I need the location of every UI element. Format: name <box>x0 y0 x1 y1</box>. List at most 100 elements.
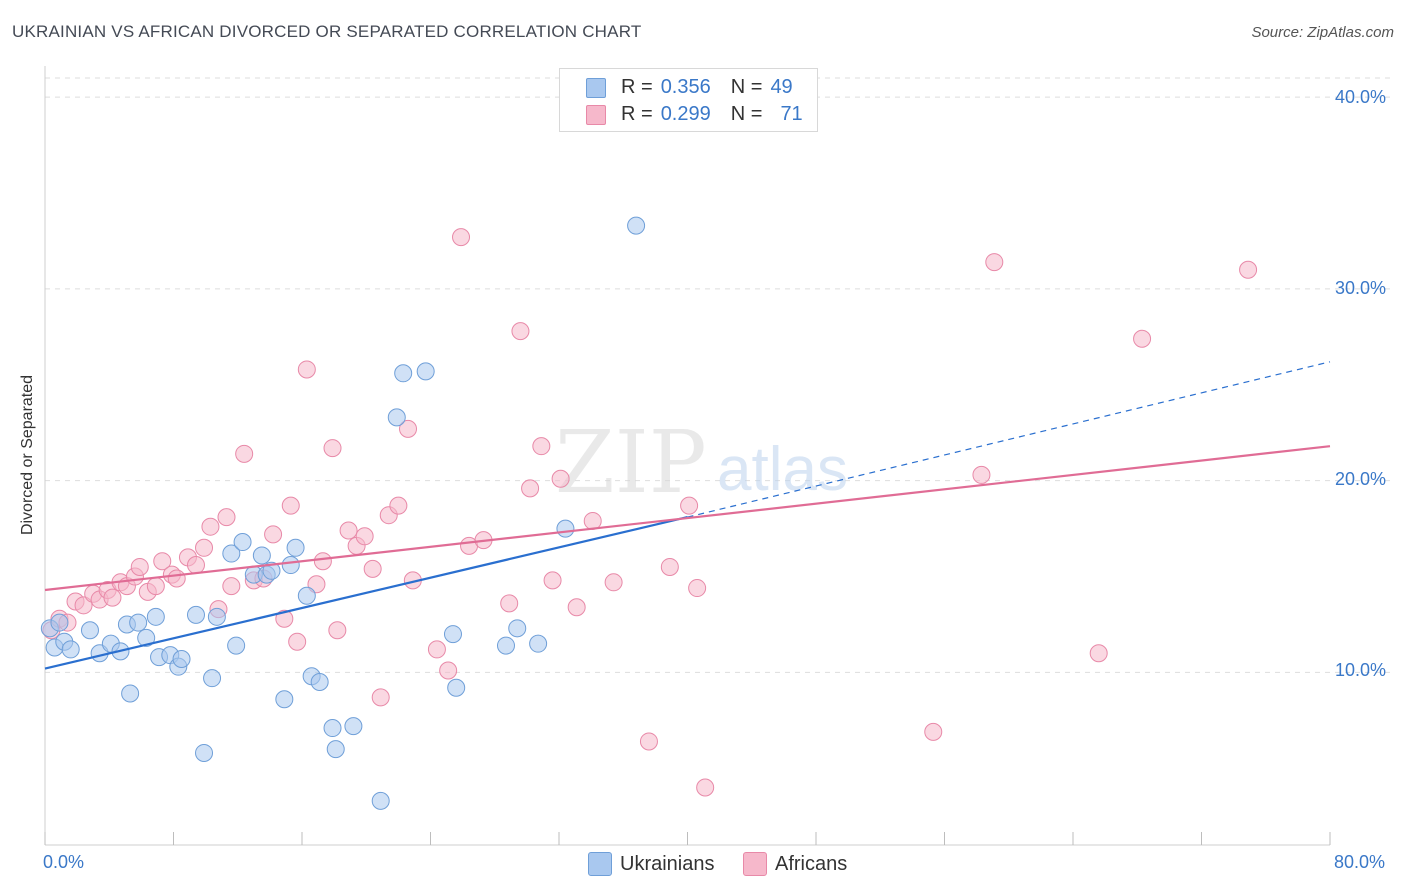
africans-point <box>146 577 165 596</box>
source-label: Source: ZipAtlas.com <box>1251 24 1394 41</box>
africans-point <box>688 579 707 598</box>
correlation-legend: R = 0.356 N = 49 R = 0.299 N = 71 <box>559 68 818 132</box>
ukrainians-r-value: 0.356 <box>660 75 711 98</box>
africans-point <box>235 444 254 463</box>
ukrainians-point <box>50 613 69 632</box>
africans-legend-swatch <box>743 852 767 876</box>
ukrainians-point <box>222 544 241 563</box>
ukrainians-point <box>281 556 300 575</box>
ukrainians-legend-swatch <box>588 852 612 876</box>
ukrainians-point <box>286 538 305 557</box>
x-tick-min: 0.0% <box>43 852 85 872</box>
ukrainians-point <box>496 636 515 655</box>
y-tick-20: 20.0% <box>1335 469 1387 489</box>
ukrainians-point <box>227 636 246 655</box>
ukrainians-point <box>80 621 99 640</box>
africans-point <box>323 439 342 458</box>
africans-swatch <box>586 105 606 125</box>
ukrainians-n-label: N = <box>730 75 763 98</box>
ukrainians-trend-line <box>44 516 688 670</box>
africans-point <box>217 508 236 527</box>
ukrainians-point <box>297 586 316 605</box>
africans-point <box>972 465 991 484</box>
ukrainians-point <box>387 408 406 427</box>
africans-point <box>500 594 519 613</box>
ukrainians-point <box>529 634 548 653</box>
africans-point <box>195 538 214 557</box>
africans-point <box>639 732 658 751</box>
africans-point <box>604 573 623 592</box>
africans-point <box>264 525 283 544</box>
africans-point <box>1239 260 1258 279</box>
africans-point <box>275 609 294 628</box>
ukrainians-point <box>443 625 462 644</box>
ukrainians-point <box>310 673 329 692</box>
watermark: ZIP atlas <box>555 413 848 513</box>
africans-point <box>339 521 358 540</box>
africans-point <box>511 322 530 341</box>
legend-item-ukrainians: Ukrainians <box>588 851 714 877</box>
ukrainians-swatch <box>586 78 606 98</box>
africans-point <box>186 556 205 575</box>
ukrainians-point <box>416 362 435 381</box>
africans-n-label: N = <box>730 102 763 125</box>
ukrainians-point <box>121 684 140 703</box>
africans-point <box>399 419 418 438</box>
y-tick-10: 10.0% <box>1335 660 1387 680</box>
africans-point <box>307 575 326 594</box>
africans-point <box>567 598 586 617</box>
ukrainians-point <box>195 743 214 762</box>
ukrainians-point <box>137 628 156 647</box>
africans-point <box>371 688 390 707</box>
ukrainians-point <box>326 740 345 759</box>
ukrainians-points <box>40 216 646 810</box>
africans-point <box>201 517 220 536</box>
africans-point <box>153 552 172 571</box>
africans-point <box>297 360 316 379</box>
africans-point <box>680 496 699 515</box>
ukrainians-point <box>508 619 527 638</box>
ukrainians-point <box>262 561 281 580</box>
africans-point <box>543 571 562 590</box>
ukrainians-point <box>323 719 342 738</box>
africans-point <box>439 661 458 680</box>
africans-point <box>281 496 300 515</box>
ukrainians-point <box>129 613 148 632</box>
legend-row-africans: R = 0.299 N = 71 <box>586 102 803 126</box>
africans-point <box>551 469 570 488</box>
africans-point <box>355 527 374 546</box>
ukrainians-point <box>203 669 222 688</box>
ukrainians-point <box>627 216 646 235</box>
africans-point <box>130 557 149 576</box>
ukrainians-point <box>447 678 466 697</box>
axes <box>44 66 1331 846</box>
y-tick-30: 30.0% <box>1335 278 1387 298</box>
africans-r-value: 0.299 <box>660 102 711 125</box>
africans-point <box>328 621 347 640</box>
ukrainians-point <box>172 650 191 669</box>
y-tick-40: 40.0% <box>1335 87 1387 107</box>
ukrainians-r-label: R = <box>621 75 653 98</box>
africans-point <box>1089 644 1108 663</box>
legend-row-ukrainians: R = 0.356 N = 49 <box>586 75 793 99</box>
africans-point <box>583 511 602 530</box>
africans-n-value: 71 <box>780 102 803 125</box>
africans-point <box>532 437 551 456</box>
ukrainians-point <box>556 519 575 538</box>
watermark-atlas: atlas <box>717 435 848 504</box>
ukrainians-trend-extension <box>687 361 1331 518</box>
ukrainians-point <box>186 605 205 624</box>
africans-point <box>985 253 1004 272</box>
ukrainians-point <box>344 717 363 736</box>
ukrainians-point <box>394 364 413 383</box>
africans-point <box>452 228 471 247</box>
africans-point <box>313 552 332 571</box>
africans-point <box>1133 329 1152 348</box>
legend-item-africans: Africans <box>743 851 847 877</box>
ukrainians-point <box>371 791 390 810</box>
africans-point <box>427 640 446 659</box>
africans-point <box>521 479 540 498</box>
africans-point <box>222 577 241 596</box>
ukrainians-point <box>61 640 80 659</box>
